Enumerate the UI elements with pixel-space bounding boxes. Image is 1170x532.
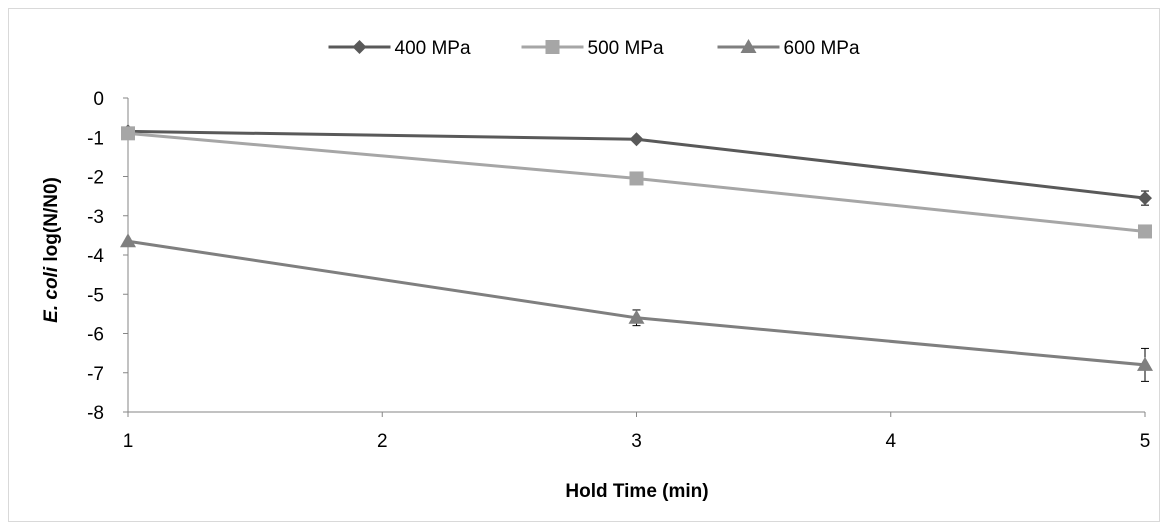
x-axis-ticks: 1 2 3 4 5 (123, 412, 1151, 452)
series-2 (121, 126, 1152, 239)
y-tick-label: -1 (87, 128, 104, 149)
y-tick-label: -4 (87, 246, 104, 267)
y-tick-label: -8 (87, 403, 104, 424)
legend-marker (740, 39, 757, 53)
legend-label: 400 MPa (395, 38, 471, 59)
data-point (1138, 224, 1152, 239)
legend-item-1: 400 MPa (328, 38, 471, 59)
legend-item-3: 600 MPa (717, 38, 860, 59)
y-axis-ticks: 0 -1 -2 -3 -4 -5 -6 -7 -8 (87, 89, 128, 424)
legend-item-2: 500 MPa (521, 38, 664, 59)
data-point (120, 233, 136, 248)
data-point (629, 132, 644, 147)
legend-marker (545, 40, 560, 54)
y-axis-title-italic: E. coli (41, 266, 62, 323)
y-axis-title-rest: log(N/N0) (41, 177, 62, 267)
data-point (629, 171, 644, 186)
x-tick-label: 5 (1140, 431, 1151, 452)
x-tick-label: 3 (631, 431, 642, 452)
y-tick-label: -5 (87, 285, 104, 306)
series-3 (120, 233, 1153, 382)
x-tick-label: 1 (123, 431, 134, 452)
data-point (1138, 191, 1152, 206)
y-axis-title: E. coli log(N/N0) (41, 177, 62, 323)
chart-frame (8, 8, 1160, 522)
x-axis-title: Hold Time (min) (565, 481, 708, 502)
y-tick-label: -7 (87, 364, 104, 385)
legend-label: 500 MPa (588, 38, 664, 59)
y-tick-label: -6 (87, 325, 104, 346)
legend-marker (352, 40, 367, 54)
series-layer (120, 124, 1153, 382)
x-tick-label: 4 (885, 431, 896, 452)
data-point (628, 309, 645, 324)
y-tick-label: -3 (87, 207, 104, 228)
legend-label: 600 MPa (784, 38, 860, 59)
x-tick-label: 2 (377, 431, 388, 452)
y-tick-label: 0 (93, 89, 104, 110)
series-1 (121, 124, 1152, 206)
y-tick-label: -2 (87, 168, 104, 189)
series-line (127, 239, 1146, 367)
legend: 400 MPa 500 MPa 600 MPa (328, 38, 860, 59)
data-point (121, 126, 135, 141)
data-point (1137, 356, 1153, 371)
